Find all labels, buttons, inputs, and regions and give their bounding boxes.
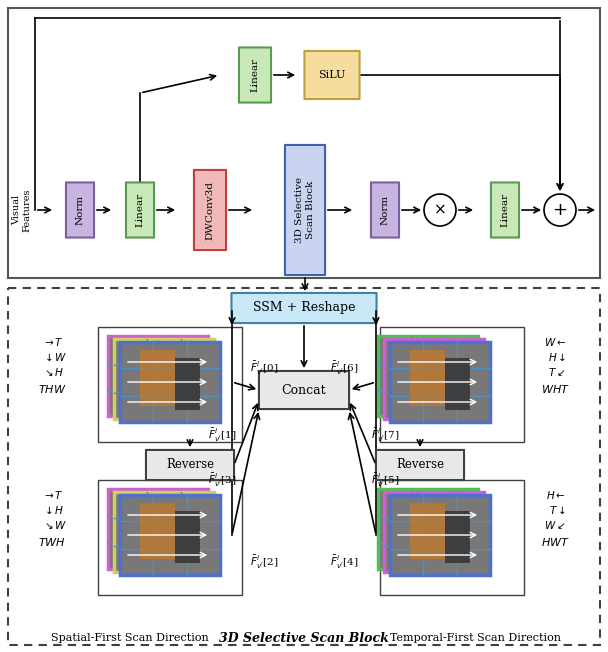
FancyBboxPatch shape [108,489,208,569]
FancyBboxPatch shape [140,503,175,559]
FancyBboxPatch shape [146,450,234,480]
Text: SSM + Reshape: SSM + Reshape [253,301,355,314]
Text: Norm: Norm [381,195,390,225]
FancyBboxPatch shape [410,350,445,406]
FancyBboxPatch shape [378,489,478,569]
Text: $\bar{F}^i_{\nu^\prime}$[6]: $\bar{F}^i_{\nu^\prime}$[6] [330,359,358,377]
Text: $\searrow W$: $\searrow W$ [42,519,67,531]
FancyBboxPatch shape [371,183,399,237]
Text: SiLU: SiLU [319,70,345,80]
FancyBboxPatch shape [239,48,271,102]
Text: Spatial-First Scan Direction: Spatial-First Scan Direction [51,633,209,643]
FancyBboxPatch shape [232,293,376,323]
FancyBboxPatch shape [175,358,200,410]
FancyBboxPatch shape [390,342,490,422]
Text: $\mathit{TWH}$: $\mathit{TWH}$ [38,536,66,548]
Text: $T \swarrow$: $T \swarrow$ [548,366,566,378]
Text: $\bar{F}^i_{\nu^\prime}$[3]: $\bar{F}^i_{\nu^\prime}$[3] [208,471,236,488]
Text: Linear: Linear [250,58,260,92]
FancyBboxPatch shape [390,495,490,575]
Text: DWConv3d: DWConv3d [206,181,215,239]
Text: $\rightarrow T$: $\rightarrow T$ [42,489,64,501]
FancyBboxPatch shape [126,183,154,237]
Text: $T \downarrow$: $T \downarrow$ [549,505,566,516]
Text: Linear: Linear [500,193,510,227]
Text: $\downarrow W$: $\downarrow W$ [42,351,67,363]
FancyBboxPatch shape [491,183,519,237]
Text: $\mathit{HWT}$: $\mathit{HWT}$ [541,536,570,548]
Text: 3D Selective
Scan Block: 3D Selective Scan Block [295,177,315,243]
Text: Temporal-First Scan Direction: Temporal-First Scan Direction [390,633,561,643]
FancyBboxPatch shape [445,511,470,563]
FancyBboxPatch shape [259,371,349,409]
FancyBboxPatch shape [175,511,200,563]
FancyBboxPatch shape [376,450,464,480]
FancyBboxPatch shape [140,350,175,406]
Text: $W \leftarrow$: $W \leftarrow$ [544,336,566,348]
FancyBboxPatch shape [410,503,445,559]
FancyBboxPatch shape [108,336,208,416]
FancyBboxPatch shape [384,339,484,419]
Text: $\bar{F}^i_{\nu^\prime}$[4]: $\bar{F}^i_{\nu^\prime}$[4] [330,554,358,570]
Text: 3D Selective Scan Block: 3D Selective Scan Block [219,632,389,644]
Text: Reverse: Reverse [396,458,444,471]
FancyBboxPatch shape [384,492,484,572]
Text: $W \swarrow$: $W \swarrow$ [544,519,566,531]
Text: Visual
Features: Visual Features [12,188,32,231]
Text: $\bar{F}^i_{\nu^\prime}$[7]: $\bar{F}^i_{\nu^\prime}$[7] [371,426,399,443]
FancyBboxPatch shape [114,339,214,419]
Text: $\searrow H$: $\searrow H$ [42,366,64,378]
Text: $\mathit{WHT}$: $\mathit{WHT}$ [541,383,570,395]
Text: $\bar{F}^i_{\nu^\prime}$[5]: $\bar{F}^i_{\nu^\prime}$[5] [371,471,399,488]
Text: Reverse: Reverse [166,458,214,471]
Text: Norm: Norm [75,195,85,225]
Text: $H \leftarrow$: $H \leftarrow$ [546,489,566,501]
FancyBboxPatch shape [114,492,214,572]
Text: $\bar{F}^i_{\nu^\prime}$[1]: $\bar{F}^i_{\nu^\prime}$[1] [208,426,236,443]
Text: +: + [553,201,567,219]
Text: $\rightarrow T$: $\rightarrow T$ [42,336,64,348]
Text: Concat: Concat [282,383,326,396]
FancyBboxPatch shape [120,495,220,575]
Text: ×: × [434,203,446,218]
Text: $\downarrow H$: $\downarrow H$ [42,505,64,516]
FancyBboxPatch shape [305,51,359,99]
Text: $\mathit{THW}$: $\mathit{THW}$ [38,383,66,395]
FancyBboxPatch shape [194,170,226,250]
Text: $\bar{F}^i_{\nu^\prime}$[2]: $\bar{F}^i_{\nu^\prime}$[2] [250,554,278,570]
FancyBboxPatch shape [285,145,325,275]
Text: $\bar{F}^i_{\nu^\prime}$[0]: $\bar{F}^i_{\nu^\prime}$[0] [250,359,278,377]
Text: Linear: Linear [136,193,145,227]
FancyBboxPatch shape [445,358,470,410]
Text: $H \downarrow$: $H \downarrow$ [548,351,566,363]
FancyBboxPatch shape [378,336,478,416]
FancyBboxPatch shape [66,183,94,237]
FancyBboxPatch shape [120,342,220,422]
